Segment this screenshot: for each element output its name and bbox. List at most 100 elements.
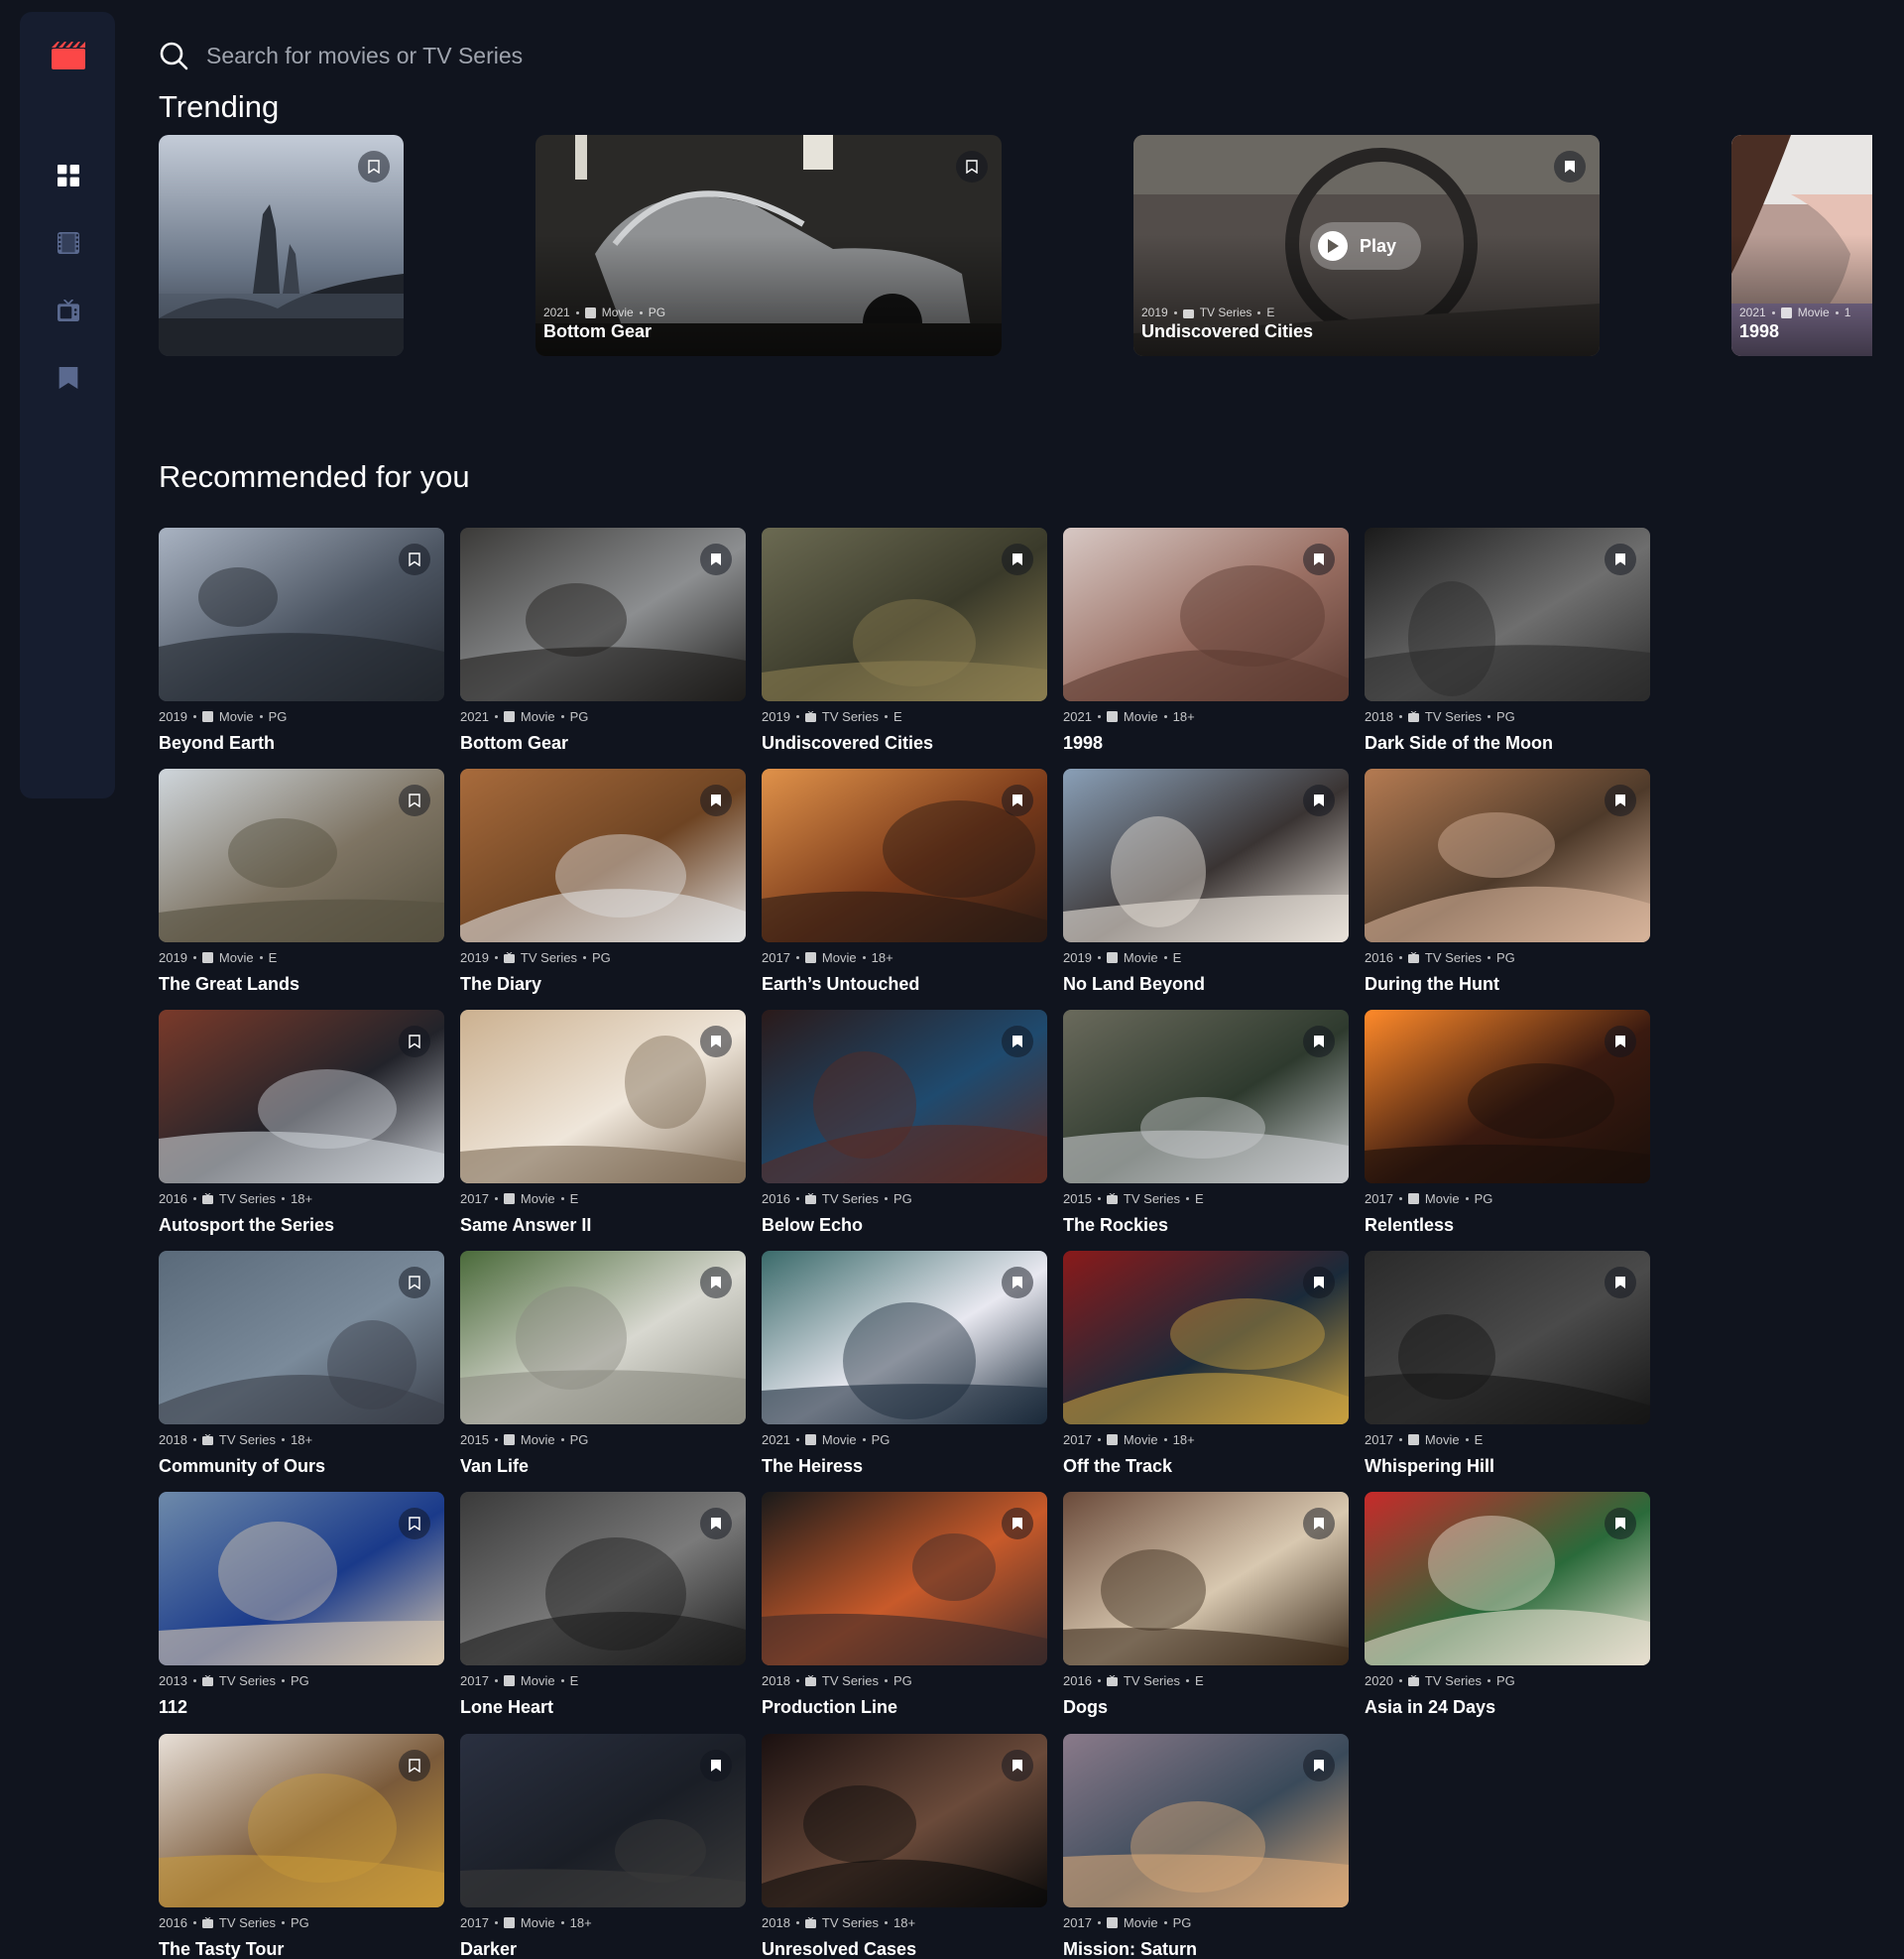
thumbnail[interactable]	[1365, 1251, 1650, 1424]
thumbnail[interactable]	[460, 1010, 746, 1183]
bookmark-button[interactable]	[1002, 1026, 1033, 1057]
bookmark-button[interactable]	[1002, 1750, 1033, 1781]
thumbnail[interactable]	[1063, 769, 1349, 942]
media-card[interactable]: 2015 TV Series E The Rockies	[1063, 1010, 1349, 1236]
media-card[interactable]: 2018 TV Series 18+ Unresolved Cases	[762, 1734, 1047, 1959]
media-card[interactable]: 2021 Movie PG The Heiress	[762, 1251, 1047, 1477]
bookmark-button[interactable]	[1002, 1508, 1033, 1539]
card-title[interactable]: The Rockies	[1063, 1215, 1169, 1235]
bookmark-button[interactable]	[1303, 785, 1335, 816]
thumbnail[interactable]	[159, 1734, 444, 1907]
media-card[interactable]: 2019 TV Series PG The Diary	[460, 769, 746, 995]
card-title[interactable]: Bottom Gear	[543, 321, 653, 341]
card-title[interactable]: Darker	[460, 1939, 518, 1959]
card-title[interactable]: During the Hunt	[1365, 974, 1499, 994]
bookmark-button[interactable]	[700, 785, 732, 816]
thumbnail[interactable]	[1063, 1734, 1349, 1907]
media-card[interactable]: 2019 TV Series E Undiscovered Cities	[762, 528, 1047, 754]
card-title[interactable]: The Diary	[460, 974, 542, 994]
thumbnail[interactable]	[762, 769, 1047, 942]
bookmark-button[interactable]	[399, 1267, 430, 1298]
media-card[interactable]: 2016 TV Series E Dogs	[1063, 1492, 1349, 1718]
thumbnail[interactable]	[460, 528, 746, 701]
media-card[interactable]: 2016 TV Series PG During the Hunt	[1365, 769, 1650, 995]
trending-card[interactable]: 2021 Movie PG Bottom Gear	[536, 135, 1002, 356]
card-title[interactable]: Lone Heart	[460, 1697, 554, 1717]
thumbnail[interactable]	[1365, 1010, 1650, 1183]
card-title[interactable]: The Tasty Tour	[159, 1939, 285, 1959]
media-card[interactable]: 2017 Movie 18+ Earth’s Untouched	[762, 769, 1047, 995]
thumbnail[interactable]	[1063, 1010, 1349, 1183]
card-title[interactable]: Whispering Hill	[1365, 1456, 1495, 1476]
thumbnail[interactable]	[762, 1492, 1047, 1665]
card-title[interactable]: Van Life	[460, 1456, 530, 1476]
card-title[interactable]: The Heiress	[762, 1456, 864, 1476]
trending-card[interactable]	[159, 135, 404, 356]
thumbnail[interactable]	[1063, 1492, 1349, 1665]
trending-card[interactable]: Play 2019 TV Series E Undiscovered Citie…	[1133, 135, 1600, 356]
card-title[interactable]: Same Answer II	[460, 1215, 592, 1235]
bookmark-button[interactable]	[1605, 1508, 1636, 1539]
bookmark-button[interactable]	[700, 1508, 732, 1539]
thumbnail[interactable]	[159, 1251, 444, 1424]
thumbnail[interactable]	[460, 1251, 746, 1424]
thumbnail[interactable]	[460, 1492, 746, 1665]
card-title[interactable]: No Land Beyond	[1063, 974, 1205, 994]
media-card[interactable]: 2016 TV Series PG The Tasty Tour	[159, 1734, 444, 1959]
card-title[interactable]: Beyond Earth	[159, 733, 276, 753]
card-title[interactable]: Dogs	[1063, 1697, 1108, 1717]
media-card[interactable]: 2018 TV Series PG Dark Side of the Moon	[1365, 528, 1650, 754]
bookmark-button[interactable]	[1002, 544, 1033, 575]
media-card[interactable]: 2019 Movie E The Great Lands	[159, 769, 444, 995]
bookmark-button[interactable]	[399, 785, 430, 816]
thumbnail[interactable]	[762, 1734, 1047, 1907]
media-card[interactable]: 2015 Movie PG Van Life	[460, 1251, 746, 1477]
card-title[interactable]: Unresolved Cases	[762, 1939, 917, 1959]
media-card[interactable]: 2019 Movie E No Land Beyond	[1063, 769, 1349, 995]
bookmark-button[interactable]	[1303, 1267, 1335, 1298]
media-card[interactable]: 2017 Movie PG Mission: Saturn	[1063, 1734, 1349, 1959]
play-button[interactable]: Play	[1310, 222, 1421, 270]
thumbnail[interactable]	[1365, 769, 1650, 942]
bookmark-button[interactable]	[1605, 1267, 1636, 1298]
card-title[interactable]: 112	[159, 1697, 188, 1717]
bookmark-button[interactable]	[399, 1508, 430, 1539]
media-card[interactable]: 2013 TV Series PG 112	[159, 1492, 444, 1718]
bookmark-button[interactable]	[1605, 785, 1636, 816]
card-title[interactable]: Earth’s Untouched	[762, 974, 920, 994]
logo-icon[interactable]	[52, 42, 85, 69]
bookmark-button[interactable]	[399, 1026, 430, 1057]
card-title[interactable]: Bottom Gear	[460, 733, 569, 753]
card-title[interactable]: Asia in 24 Days	[1365, 1697, 1496, 1717]
media-card[interactable]: 2017 Movie E Same Answer II	[460, 1010, 746, 1236]
bookmark-button[interactable]	[1303, 1508, 1335, 1539]
bookmark-button[interactable]	[1303, 1026, 1335, 1057]
card-title[interactable]: Mission: Saturn	[1063, 1939, 1198, 1959]
thumbnail[interactable]	[762, 1010, 1047, 1183]
card-title[interactable]: 1998	[1739, 321, 1780, 341]
thumbnail[interactable]	[1063, 1251, 1349, 1424]
media-card[interactable]: 2019 Movie PG Beyond Earth	[159, 528, 444, 754]
media-card[interactable]: 2017 Movie E Lone Heart	[460, 1492, 746, 1718]
thumbnail[interactable]	[460, 769, 746, 942]
thumbnail[interactable]	[1365, 528, 1650, 701]
bookmark-button[interactable]	[1303, 544, 1335, 575]
bookmark-button[interactable]	[358, 151, 390, 183]
bookmark-button[interactable]	[1554, 151, 1586, 183]
card-title[interactable]: 1998	[1063, 733, 1104, 753]
bookmark-button[interactable]	[399, 544, 430, 575]
nav-tv-series-icon[interactable]	[58, 300, 79, 321]
thumbnail[interactable]	[1365, 1492, 1650, 1665]
thumbnail[interactable]	[762, 1251, 1047, 1424]
media-card[interactable]: 2017 Movie PG Relentless	[1365, 1010, 1650, 1236]
bookmark-button[interactable]	[399, 1750, 430, 1781]
bookmark-button[interactable]	[700, 1026, 732, 1057]
media-card[interactable]: 2016 TV Series 18+ Autosport the Series	[159, 1010, 444, 1236]
thumbnail[interactable]	[159, 769, 444, 942]
thumbnail[interactable]	[159, 1492, 444, 1665]
bookmark-button[interactable]	[1002, 785, 1033, 816]
nav-movies-icon[interactable]	[58, 232, 79, 254]
media-card[interactable]: 2021 Movie PG Bottom Gear	[460, 528, 746, 754]
thumbnail[interactable]	[762, 528, 1047, 701]
trending-card[interactable]: 2021 Movie 1 1998	[1731, 135, 1872, 356]
